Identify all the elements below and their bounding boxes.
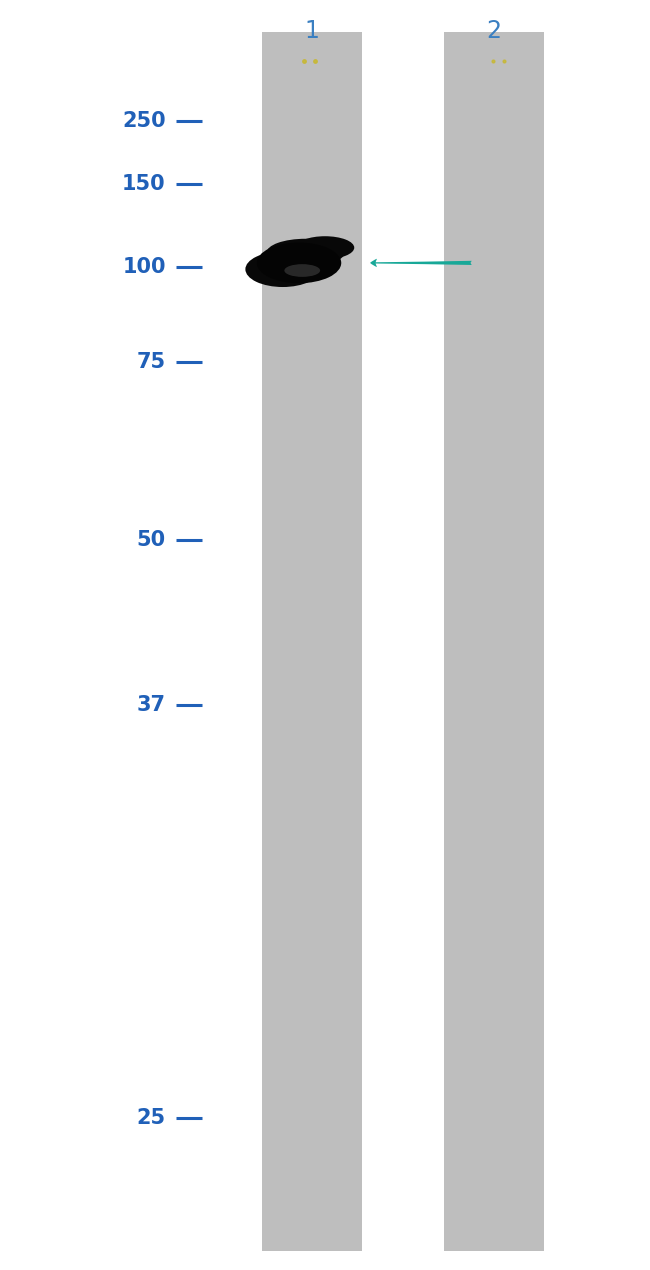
Ellipse shape: [266, 239, 344, 267]
Text: 37: 37: [136, 695, 166, 715]
Text: 100: 100: [122, 257, 166, 277]
Text: 50: 50: [136, 530, 166, 550]
Ellipse shape: [257, 243, 341, 283]
Text: 150: 150: [122, 174, 166, 194]
Bar: [443, 32, 545, 1251]
Bar: [261, 32, 363, 1251]
Text: 250: 250: [122, 110, 166, 131]
Ellipse shape: [296, 236, 354, 259]
Ellipse shape: [254, 263, 292, 283]
Ellipse shape: [285, 264, 320, 277]
Text: 2: 2: [486, 19, 502, 43]
Text: 75: 75: [136, 352, 166, 372]
Text: 1: 1: [305, 19, 319, 43]
Ellipse shape: [246, 251, 320, 287]
Text: 25: 25: [136, 1107, 166, 1128]
